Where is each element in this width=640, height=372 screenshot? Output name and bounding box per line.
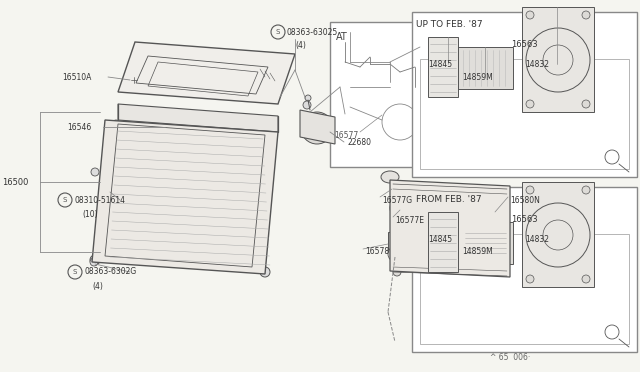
Bar	[420, 234, 629, 344]
Circle shape	[526, 11, 534, 19]
Polygon shape	[428, 37, 458, 97]
Circle shape	[305, 95, 311, 101]
Text: S: S	[63, 197, 67, 203]
Text: S: S	[73, 269, 77, 275]
Polygon shape	[92, 120, 278, 274]
Text: 14845: 14845	[428, 60, 452, 68]
Text: 16577: 16577	[334, 131, 358, 140]
Circle shape	[526, 186, 534, 194]
Circle shape	[582, 100, 590, 108]
Bar	[522, 7, 594, 112]
Bar	[412, 12, 637, 177]
Bar	[330, 22, 430, 167]
Bar	[522, 182, 594, 287]
Text: (10): (10)	[82, 209, 98, 218]
Text: 14832: 14832	[525, 234, 549, 244]
Polygon shape	[118, 42, 295, 104]
Circle shape	[388, 246, 404, 262]
Circle shape	[500, 189, 508, 197]
Text: FROM FEB. '87: FROM FEB. '87	[416, 195, 482, 204]
Circle shape	[390, 198, 410, 218]
Bar	[458, 222, 513, 264]
Circle shape	[526, 275, 534, 283]
Circle shape	[129, 75, 139, 85]
Text: 14845: 14845	[428, 234, 452, 244]
Bar	[463, 230, 508, 256]
Text: 16510A: 16510A	[62, 73, 92, 81]
Bar	[458, 47, 513, 89]
Text: 08363-6302G: 08363-6302G	[84, 267, 136, 276]
Circle shape	[91, 168, 99, 176]
Circle shape	[582, 186, 590, 194]
Bar	[420, 59, 629, 169]
Text: 16546: 16546	[67, 122, 92, 131]
Circle shape	[393, 268, 401, 276]
Text: 16578: 16578	[365, 247, 389, 257]
Circle shape	[301, 112, 333, 144]
Text: 08363-63025: 08363-63025	[287, 28, 339, 36]
Bar	[388, 232, 404, 254]
Text: (4): (4)	[295, 41, 306, 49]
Circle shape	[129, 78, 137, 86]
Text: 14859M: 14859M	[462, 247, 493, 257]
Circle shape	[526, 100, 534, 108]
Circle shape	[303, 101, 311, 109]
Polygon shape	[428, 212, 458, 272]
Text: ^ 65  006·: ^ 65 006·	[490, 353, 531, 362]
Text: 16577G: 16577G	[382, 196, 412, 205]
Text: 16500: 16500	[2, 177, 28, 186]
Text: 16563: 16563	[511, 215, 538, 224]
Text: 14832: 14832	[525, 60, 549, 68]
Text: 14859M: 14859M	[462, 73, 493, 81]
Circle shape	[582, 275, 590, 283]
Text: 08310-51614: 08310-51614	[74, 196, 125, 205]
Text: UP TO FEB. '87: UP TO FEB. '87	[416, 20, 483, 29]
Circle shape	[90, 255, 100, 265]
Polygon shape	[300, 110, 335, 144]
Text: 22680: 22680	[348, 138, 372, 147]
Circle shape	[582, 11, 590, 19]
Polygon shape	[390, 180, 510, 277]
Circle shape	[393, 184, 401, 192]
Circle shape	[500, 272, 508, 280]
Text: 16577E: 16577E	[395, 215, 424, 224]
Text: AT: AT	[336, 32, 348, 42]
Ellipse shape	[381, 171, 399, 183]
Circle shape	[260, 267, 270, 277]
Circle shape	[105, 186, 113, 194]
Text: 16563: 16563	[511, 40, 538, 49]
Bar	[412, 187, 637, 352]
Text: 16580N: 16580N	[510, 196, 540, 205]
Polygon shape	[118, 104, 278, 132]
Text: (4): (4)	[92, 282, 103, 291]
Text: S: S	[276, 29, 280, 35]
Circle shape	[90, 258, 98, 266]
Circle shape	[112, 120, 120, 128]
